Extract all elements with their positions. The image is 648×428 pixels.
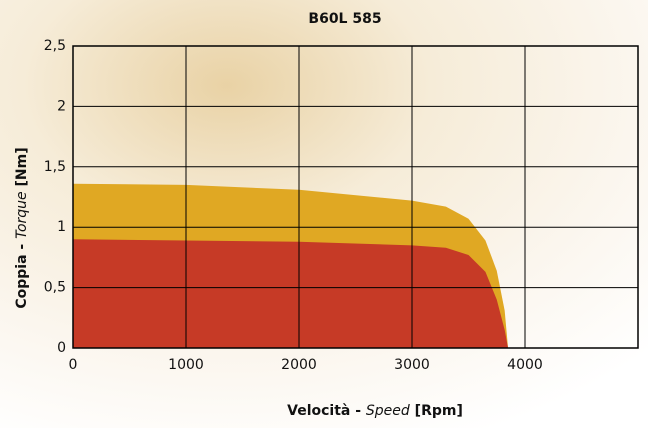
x-tick-label: 4000 bbox=[507, 357, 543, 373]
x-tick-label: 0 bbox=[69, 357, 78, 373]
x-label-part: Velocità - bbox=[287, 403, 366, 419]
y-tick-label: 2,5 bbox=[44, 38, 66, 54]
x-tick-label: 1000 bbox=[168, 357, 204, 373]
x-tick-label: 2000 bbox=[281, 357, 317, 373]
y-label-part: Coppia - bbox=[14, 239, 30, 309]
chart-title: B60L 585 bbox=[308, 11, 381, 27]
x-label-part: Speed bbox=[366, 403, 410, 419]
y-label-part: Torque bbox=[14, 191, 30, 239]
y-tick-label: 1 bbox=[57, 219, 66, 235]
y-label-part: [Nm] bbox=[14, 147, 30, 191]
y-axis-label: Coppia - Torque [Nm] bbox=[14, 147, 30, 308]
y-tick-label: 1,5 bbox=[44, 159, 66, 175]
x-label-part: [Rpm] bbox=[410, 403, 463, 419]
x-tick-label: 3000 bbox=[394, 357, 430, 373]
y-tick-label: 0 bbox=[57, 340, 66, 356]
x-axis-label: Velocità - Speed [Rpm] bbox=[287, 403, 463, 419]
plot-frame bbox=[72, 45, 639, 349]
y-tick-label: 0,5 bbox=[44, 280, 66, 296]
area bbox=[73, 239, 509, 348]
y-tick-label: 2 bbox=[57, 98, 66, 114]
